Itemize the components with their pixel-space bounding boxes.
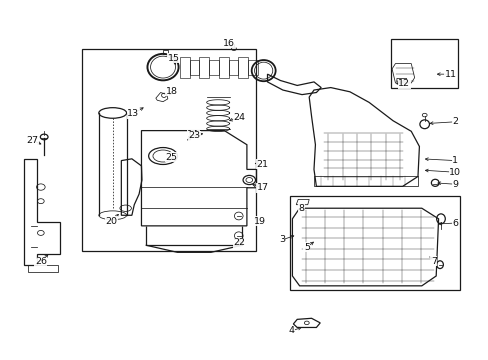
Text: 2: 2 bbox=[451, 117, 457, 126]
Bar bbox=[163, 50, 167, 54]
Text: 3: 3 bbox=[278, 235, 285, 244]
Text: 20: 20 bbox=[105, 217, 118, 226]
Text: 1: 1 bbox=[451, 156, 457, 165]
Text: 24: 24 bbox=[233, 113, 245, 122]
Text: 6: 6 bbox=[451, 219, 457, 228]
Text: 8: 8 bbox=[298, 204, 304, 213]
Text: 16: 16 bbox=[223, 39, 235, 48]
Text: 12: 12 bbox=[397, 79, 409, 88]
Text: 7: 7 bbox=[430, 257, 436, 266]
Text: 27: 27 bbox=[27, 136, 39, 145]
Text: 4: 4 bbox=[288, 327, 294, 336]
Text: 22: 22 bbox=[233, 238, 245, 247]
Text: 9: 9 bbox=[451, 180, 457, 189]
Text: 11: 11 bbox=[444, 70, 456, 79]
Text: 23: 23 bbox=[188, 131, 200, 140]
Text: 17: 17 bbox=[256, 183, 268, 192]
Text: 10: 10 bbox=[448, 168, 460, 177]
Text: 5: 5 bbox=[303, 243, 309, 252]
Text: 25: 25 bbox=[165, 153, 177, 162]
Text: 13: 13 bbox=[127, 109, 139, 118]
Text: 14: 14 bbox=[187, 130, 199, 139]
Bar bbox=[390, 39, 457, 87]
Bar bbox=[289, 195, 459, 290]
Text: 21: 21 bbox=[256, 159, 268, 168]
Text: 18: 18 bbox=[165, 87, 177, 96]
Text: 26: 26 bbox=[35, 257, 47, 266]
Bar bbox=[81, 49, 256, 251]
Text: 15: 15 bbox=[167, 54, 179, 63]
Text: 19: 19 bbox=[254, 217, 266, 226]
